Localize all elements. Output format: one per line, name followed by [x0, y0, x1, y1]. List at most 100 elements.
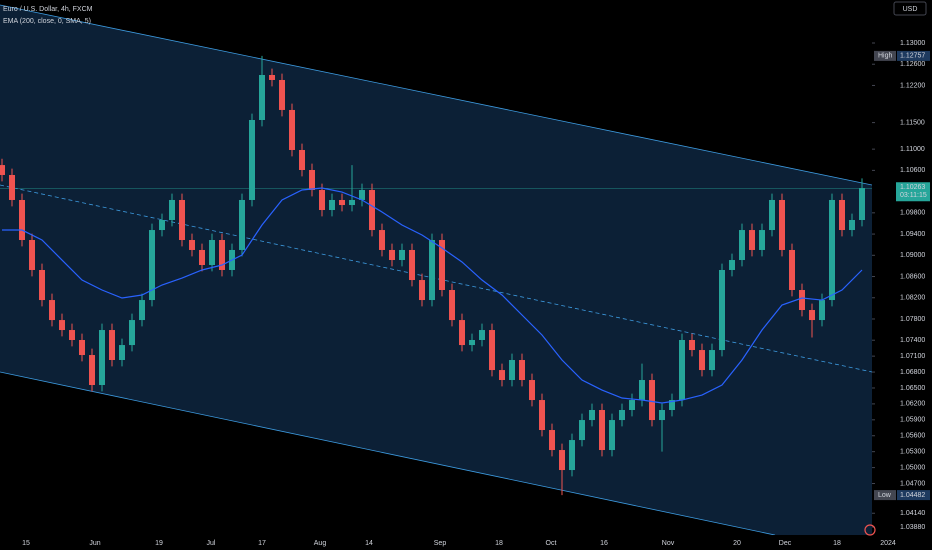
candle-body — [189, 240, 195, 250]
last-price-box — [896, 182, 930, 202]
ema-line — [2, 187, 863, 404]
y-tick-label: 1.09000 — [900, 252, 925, 259]
y-tick-label: 1.07800 — [900, 316, 925, 323]
settings-icon[interactable] — [864, 524, 876, 536]
currency-button[interactable] — [893, 1, 927, 16]
candle-body — [509, 360, 515, 381]
candle-body — [269, 74, 275, 80]
y-tick-label: 1.04140 — [900, 510, 925, 517]
low-tag-box — [874, 490, 896, 501]
candle-body — [119, 345, 125, 361]
candle-body — [589, 410, 595, 421]
candle-body — [609, 420, 615, 451]
y-tick-label: 1.08600 — [900, 273, 925, 280]
candle-body — [49, 300, 55, 321]
candle-body — [209, 240, 215, 266]
y-tick-label: 1.05300 — [900, 449, 925, 456]
candle-body — [69, 330, 75, 341]
low-tag-label: Low — [878, 492, 892, 499]
candle-body — [719, 269, 725, 351]
y-tick-label: 1.06800 — [900, 369, 925, 376]
candle-body — [389, 249, 395, 261]
x-tick-label: 18 — [495, 540, 503, 547]
candle-body — [429, 240, 435, 301]
candle-body — [299, 149, 305, 171]
x-tick-label: 14 — [365, 540, 373, 547]
countdown-label: 03:11:15 — [900, 192, 927, 199]
chart-title: Euro / U.S. Dollar, 4h, FXCM — [3, 6, 93, 13]
candle-body — [829, 199, 835, 301]
candle-body — [599, 410, 605, 451]
candle-body — [359, 190, 365, 200]
candle-body — [109, 330, 115, 361]
y-tick-label: 1.12600 — [900, 61, 925, 68]
candle-body — [809, 310, 815, 321]
indicator-legend: EMA (200, close, 0, SMA, 5) — [3, 18, 91, 25]
candle-body — [479, 330, 485, 341]
y-tick-label: 1.06200 — [900, 401, 925, 408]
candle-body — [769, 199, 775, 231]
candle-body — [459, 320, 465, 346]
time-axis — [0, 535, 872, 550]
y-tick-label: 1.04700 — [900, 480, 925, 487]
plot-area — [0, 4, 873, 550]
y-tick-label: 1.12200 — [900, 82, 925, 89]
candle-body — [159, 219, 165, 231]
candle-body — [799, 290, 805, 311]
candle-body — [639, 380, 645, 401]
y-tick-label: 1.03880 — [900, 524, 925, 531]
candle-body — [539, 400, 545, 431]
candle-body — [689, 340, 695, 351]
x-tick-label: 20 — [733, 540, 741, 547]
channel-line — [0, 184, 873, 373]
candle-body — [619, 410, 625, 421]
x-tick-label: Jul — [207, 540, 216, 547]
candle-body — [859, 188, 865, 220]
candle-body — [659, 410, 665, 421]
candle-body — [709, 350, 715, 371]
candle-body — [39, 269, 45, 301]
candle-body — [419, 280, 425, 301]
y-tick-label: 1.09400 — [900, 231, 925, 238]
candle-body — [289, 109, 295, 150]
candle-body — [439, 240, 445, 291]
candle-body — [529, 380, 535, 401]
currency-label[interactable]: USD — [903, 6, 918, 13]
high-tag-label: High — [878, 53, 893, 60]
x-tick-label: 2024 — [880, 540, 896, 547]
y-tick-label: 1.13000 — [900, 40, 925, 47]
candle-body — [409, 249, 415, 281]
candle-body — [79, 340, 85, 356]
x-tick-label: 19 — [155, 540, 163, 547]
candle-body — [379, 230, 385, 250]
candle-body — [349, 199, 355, 206]
y-tick-label: 1.08200 — [900, 295, 925, 302]
candle-body — [0, 165, 5, 175]
candle-body — [239, 199, 245, 250]
candle-body — [179, 199, 185, 241]
candle-body — [139, 300, 145, 321]
candle-body — [9, 174, 15, 200]
candle-body — [149, 230, 155, 301]
candle-body — [469, 340, 475, 346]
y-tick-label: 1.06500 — [900, 385, 925, 392]
axes: 1.13000 1.12600 1.12200 1.11500 1.11000 1.106… — [22, 40, 930, 547]
x-tick-label: 17 — [258, 540, 266, 547]
candle-body — [559, 450, 565, 471]
x-tick-label: 16 — [600, 540, 608, 547]
candle-body — [309, 170, 315, 191]
candle-body — [549, 430, 555, 451]
candle-body — [59, 320, 65, 331]
x-tick-label: Oct — [546, 540, 557, 547]
candle-body — [329, 199, 335, 211]
candle-body — [219, 240, 225, 270]
candle-body — [319, 190, 325, 211]
candle-body — [339, 199, 345, 206]
candle-body — [569, 440, 575, 471]
x-tick-label: Dec — [779, 540, 792, 547]
y-tick-label: 1.05900 — [900, 417, 925, 424]
candle-body — [839, 199, 845, 231]
y-tick-label: 1.07400 — [900, 337, 925, 344]
candle-body — [29, 240, 35, 270]
candle-body — [579, 420, 585, 441]
